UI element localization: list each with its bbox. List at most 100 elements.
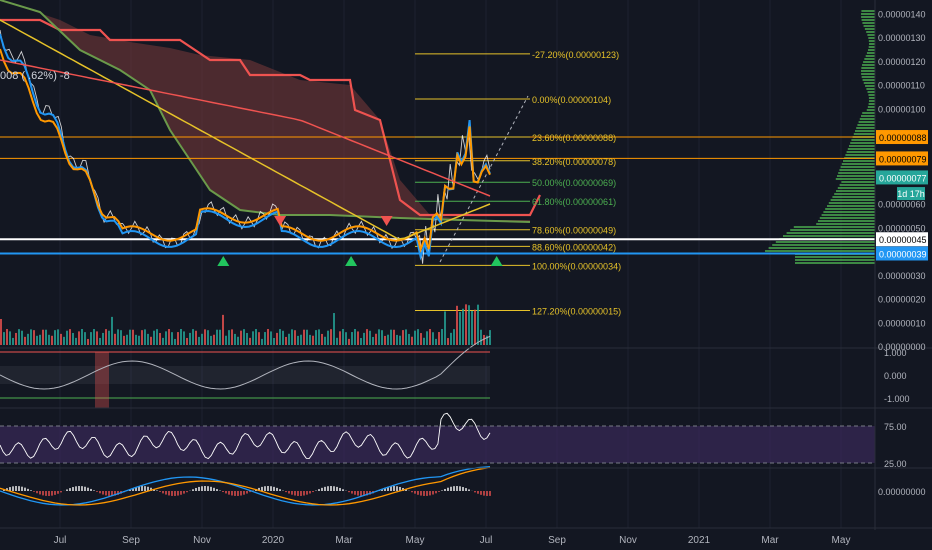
volume-bar	[15, 332, 17, 345]
volume-bar	[261, 338, 263, 345]
profile-bar	[795, 259, 875, 261]
profile-bar	[765, 250, 875, 252]
macd-hist	[81, 486, 83, 491]
macd-hist	[438, 491, 440, 492]
volume-bar	[180, 329, 182, 345]
volume-bar	[270, 331, 272, 345]
macd-hist	[90, 488, 92, 491]
profile-bar	[846, 151, 875, 153]
volume-bar	[414, 330, 416, 345]
volume-bar	[276, 332, 278, 345]
macd-hist	[186, 491, 188, 493]
cloud-fill	[0, 0, 530, 222]
volume-bar	[309, 334, 311, 345]
macd-hist	[300, 491, 302, 496]
volume-bar	[369, 330, 371, 345]
countdown-label: 1d 17h	[897, 189, 925, 199]
fib-label: 78.60%(0.00000049)	[532, 226, 616, 236]
macd-hist	[240, 491, 242, 496]
volume-bar	[144, 329, 146, 345]
macd-hist	[396, 486, 398, 491]
profile-bar	[866, 88, 875, 90]
profile-bar	[768, 247, 875, 249]
macd-hist	[411, 491, 413, 493]
macd-hist	[117, 491, 119, 495]
volume-bar	[381, 330, 383, 345]
price-axis[interactable]: 0.00000140 0.00000130 0.00000120 0.00000110…	[874, 0, 928, 530]
macd-hist	[414, 491, 416, 494]
volume-bar	[18, 329, 20, 345]
osc-tick: -1.000	[884, 394, 910, 404]
profile-bar	[867, 91, 875, 93]
profile-bar	[828, 202, 875, 204]
osc-line	[0, 335, 491, 390]
volume-bar	[99, 337, 101, 345]
volume-bar	[279, 329, 281, 345]
macd-hist	[102, 491, 104, 495]
macd-hist	[243, 491, 245, 495]
macd-tick: 0.00000000	[878, 487, 926, 497]
volume-bar	[324, 336, 326, 345]
fib-label: 23.60%(0.00000088)	[532, 133, 616, 143]
volume-bar	[336, 337, 338, 345]
macd-hist	[168, 491, 170, 496]
time-label: May	[832, 535, 851, 546]
profile-bar	[862, 22, 875, 24]
macd-hist	[33, 491, 35, 492]
macd-hist	[291, 491, 293, 495]
volume-bar	[357, 331, 359, 345]
volume-bar	[288, 333, 290, 345]
volume-bar	[264, 332, 266, 345]
volume-bar	[57, 329, 59, 345]
volume-bar	[342, 329, 344, 345]
volume-bar	[141, 330, 143, 345]
macd-hist	[321, 487, 323, 491]
profile-bar	[827, 205, 875, 207]
profile-bar	[835, 178, 875, 180]
osc-tick: 0.000	[884, 371, 907, 381]
macd-hist	[273, 486, 275, 491]
macd-hist	[384, 487, 386, 491]
profile-bar	[868, 37, 875, 39]
buy-signal	[217, 256, 230, 266]
oscillator-pane: 1.000 0.000 -1.000	[0, 335, 910, 408]
time-label: Jul	[54, 535, 67, 546]
profile-bar	[795, 256, 875, 258]
volume-bar	[81, 329, 83, 345]
volume-bar	[273, 338, 275, 345]
macd-hist	[105, 491, 107, 496]
volume-bar	[162, 337, 164, 345]
volume-bar	[198, 336, 200, 345]
volume-bar	[114, 333, 116, 345]
volume-bar	[225, 335, 227, 345]
profile-bar	[838, 172, 875, 174]
profile-bar	[865, 85, 875, 87]
time-label: 2020	[262, 535, 285, 546]
macd-hist	[477, 491, 479, 494]
macd-hist	[417, 491, 419, 495]
macd-hist	[135, 486, 137, 491]
macd-hist	[420, 491, 422, 496]
fib-label: 127.20%(0.00000015)	[532, 307, 621, 317]
profile-bar	[861, 76, 875, 78]
buy-signal	[345, 256, 358, 266]
profile-bar	[818, 220, 875, 222]
macd-hist	[147, 486, 149, 491]
profile-bar	[834, 193, 875, 195]
volume-bar	[477, 304, 479, 345]
profile-bar	[868, 97, 875, 99]
volume-bar	[132, 329, 134, 345]
volume-bar	[9, 331, 11, 345]
profile-bar	[841, 163, 875, 165]
macd-hist	[285, 491, 287, 493]
macd-hist	[138, 486, 140, 491]
price-lines	[0, 19, 491, 264]
volume-bar	[390, 329, 392, 345]
rsi-pane: 75.00 25.00	[0, 412, 907, 469]
profile-bar	[795, 262, 875, 264]
volume-bar	[231, 329, 233, 345]
fib-label: -27.20%(0.00000123)	[532, 50, 619, 60]
macd-hist	[327, 486, 329, 491]
time-axis[interactable]: Jul Sep Nov 2020 Mar May Jul Sep Nov 2021 Mar May	[54, 535, 851, 546]
